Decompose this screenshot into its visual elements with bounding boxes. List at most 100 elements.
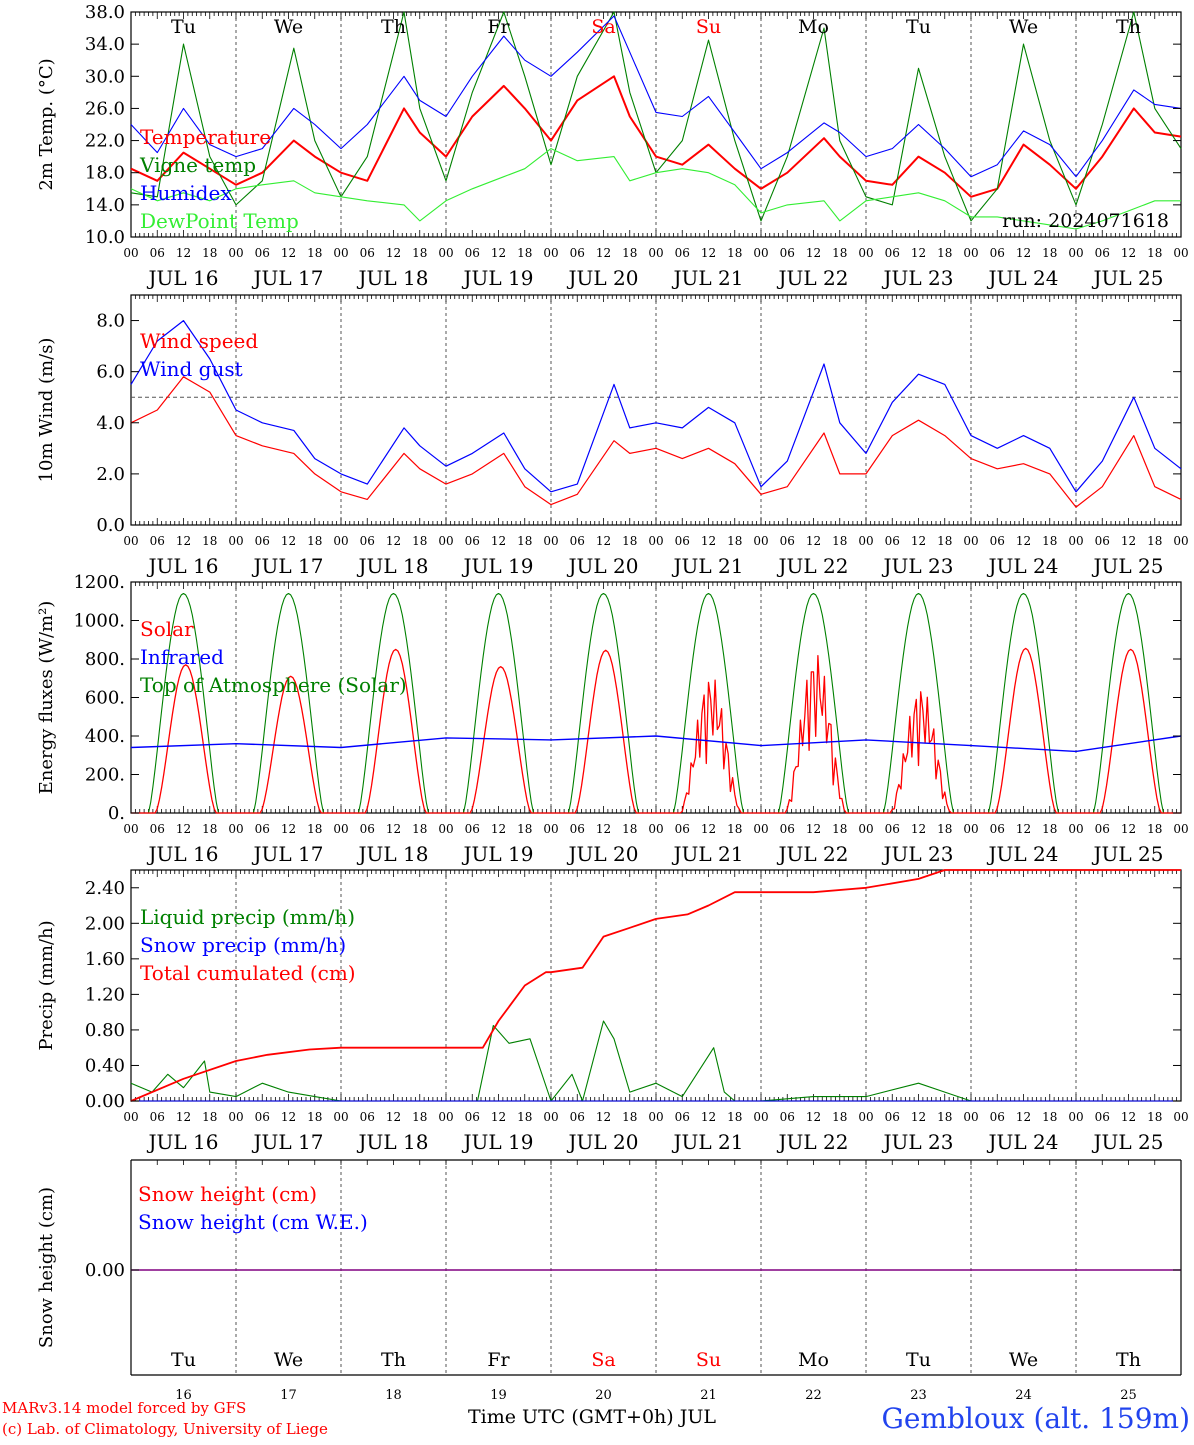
weekday-label: Th	[1116, 16, 1141, 38]
weekday-label: Tu	[171, 16, 196, 38]
series-line	[130, 376, 1182, 508]
day-label: JUL 18	[357, 554, 429, 578]
y-tick-label: 30.0	[85, 66, 125, 87]
hour-tick-label: 12	[701, 534, 716, 548]
day-number: 16	[175, 1388, 192, 1403]
series-line	[130, 735, 1182, 753]
y-tick-label: 1200.	[73, 572, 125, 593]
hour-tick-label: 18	[1147, 1110, 1162, 1124]
hour-tick-label: 18	[517, 1110, 532, 1124]
hour-tick-label: 06	[465, 822, 480, 836]
hour-tick-label: 06	[570, 822, 585, 836]
hour-tick-label: 00	[1173, 534, 1188, 548]
day-label: JUL 18	[357, 842, 429, 866]
hour-tick-label: 00	[1068, 1110, 1083, 1124]
day-label: JUL 19	[462, 842, 534, 866]
weekday-label: Th	[381, 16, 406, 38]
hour-tick-label: 12	[1016, 1110, 1031, 1124]
legend-entry: Top of Atmosphere (Solar)	[140, 673, 407, 697]
legend-entry: Total cumulated (cm)	[140, 961, 356, 985]
day-label: JUL 18	[357, 266, 429, 290]
hour-tick-label: 06	[255, 1110, 270, 1124]
hour-tick-label: 06	[1095, 534, 1110, 548]
hour-tick-label: 06	[1095, 1110, 1110, 1124]
day-label: JUL 21	[672, 1130, 744, 1154]
hour-tick-label: 00	[333, 822, 348, 836]
weekday-label: Th	[381, 1349, 406, 1371]
hour-tick-label: 00	[333, 1110, 348, 1124]
hour-tick-label: 12	[281, 822, 296, 836]
hour-tick-label: 12	[1016, 822, 1031, 836]
y-tick-label: 38.0	[85, 2, 125, 23]
weekday-label: Tu	[171, 1349, 196, 1371]
hour-tick-label: 06	[675, 1110, 690, 1124]
hour-tick-label: 00	[648, 246, 663, 260]
hour-tick-label: 18	[1042, 822, 1057, 836]
hour-tick-label: 06	[990, 534, 1005, 548]
time-axis-label: Time UTC (GMT+0h) JUL	[468, 1406, 716, 1428]
legend-entry: Solar	[140, 617, 194, 641]
hour-tick-label: 06	[150, 822, 165, 836]
hour-tick-label: 00	[123, 246, 138, 260]
legend-entry: Snow precip (mm/h)	[140, 933, 346, 957]
hour-tick-label: 00	[648, 822, 663, 836]
hour-tick-label: 12	[386, 822, 401, 836]
hour-tick-label: 12	[806, 1110, 821, 1124]
hour-tick-label: 06	[255, 534, 270, 548]
day-number: 25	[1120, 1388, 1137, 1403]
hour-tick-label: 00	[228, 246, 243, 260]
hour-tick-label: 12	[701, 246, 716, 260]
weekday-label: Su	[696, 16, 721, 38]
hour-tick-label: 06	[780, 534, 795, 548]
y-tick-label: 800.	[85, 649, 125, 670]
series-line	[131, 647, 1181, 814]
y-tick-label: 18.0	[85, 163, 125, 184]
day-number: 19	[490, 1388, 507, 1403]
hour-tick-label: 12	[1016, 534, 1031, 548]
hour-tick-label: 18	[622, 246, 637, 260]
day-number: 18	[385, 1388, 402, 1403]
hour-tick-label: 12	[1121, 246, 1136, 260]
y-tick-label: 600.	[85, 688, 125, 709]
hour-tick-label: 12	[701, 1110, 716, 1124]
hour-tick-label: 12	[281, 1110, 296, 1124]
hour-tick-label: 12	[176, 246, 191, 260]
y-axis-label: 10m Wind (m/s)	[36, 338, 57, 483]
weekday-label: Mo	[798, 1349, 829, 1371]
hour-tick-label: 12	[1121, 534, 1136, 548]
hour-tick-label: 18	[307, 534, 322, 548]
hour-tick-label: 00	[963, 534, 978, 548]
hour-tick-label: 18	[517, 822, 532, 836]
y-tick-label: 10.0	[85, 227, 125, 248]
hour-tick-label: 18	[622, 822, 637, 836]
hour-tick-label: 18	[412, 246, 427, 260]
credit-line-1: MARv3.14 model forced by GFS	[2, 1399, 246, 1417]
day-label: JUL 17	[252, 842, 324, 866]
hour-tick-label: 12	[1121, 1110, 1136, 1124]
hour-tick-label: 12	[806, 534, 821, 548]
weekday-label: Tu	[906, 1349, 931, 1371]
hour-tick-label: 12	[911, 1110, 926, 1124]
hour-tick-label: 12	[596, 534, 611, 548]
hour-tick-label: 12	[806, 246, 821, 260]
hour-tick-label: 12	[806, 822, 821, 836]
day-label: JUL 25	[1092, 554, 1164, 578]
hour-tick-label: 18	[832, 1110, 847, 1124]
hour-tick-label: 00	[753, 822, 768, 836]
hour-tick-label: 06	[465, 1110, 480, 1124]
day-label: JUL 21	[672, 266, 744, 290]
weekday-label: Th	[1116, 1349, 1141, 1371]
y-tick-label: 0.40	[85, 1055, 125, 1076]
hour-tick-label: 06	[1095, 822, 1110, 836]
day-label: JUL 17	[252, 266, 324, 290]
day-label: JUL 23	[882, 266, 954, 290]
day-number: 23	[910, 1388, 927, 1403]
legend-entry: Infrared	[140, 645, 224, 669]
series-line	[130, 15, 1182, 178]
hour-tick-label: 00	[963, 246, 978, 260]
day-label: JUL 20	[567, 1130, 639, 1154]
hour-tick-label: 06	[675, 246, 690, 260]
legend-entry: DewPoint Temp	[140, 209, 299, 233]
day-label: JUL 24	[987, 554, 1059, 578]
hour-tick-label: 18	[1042, 246, 1057, 260]
